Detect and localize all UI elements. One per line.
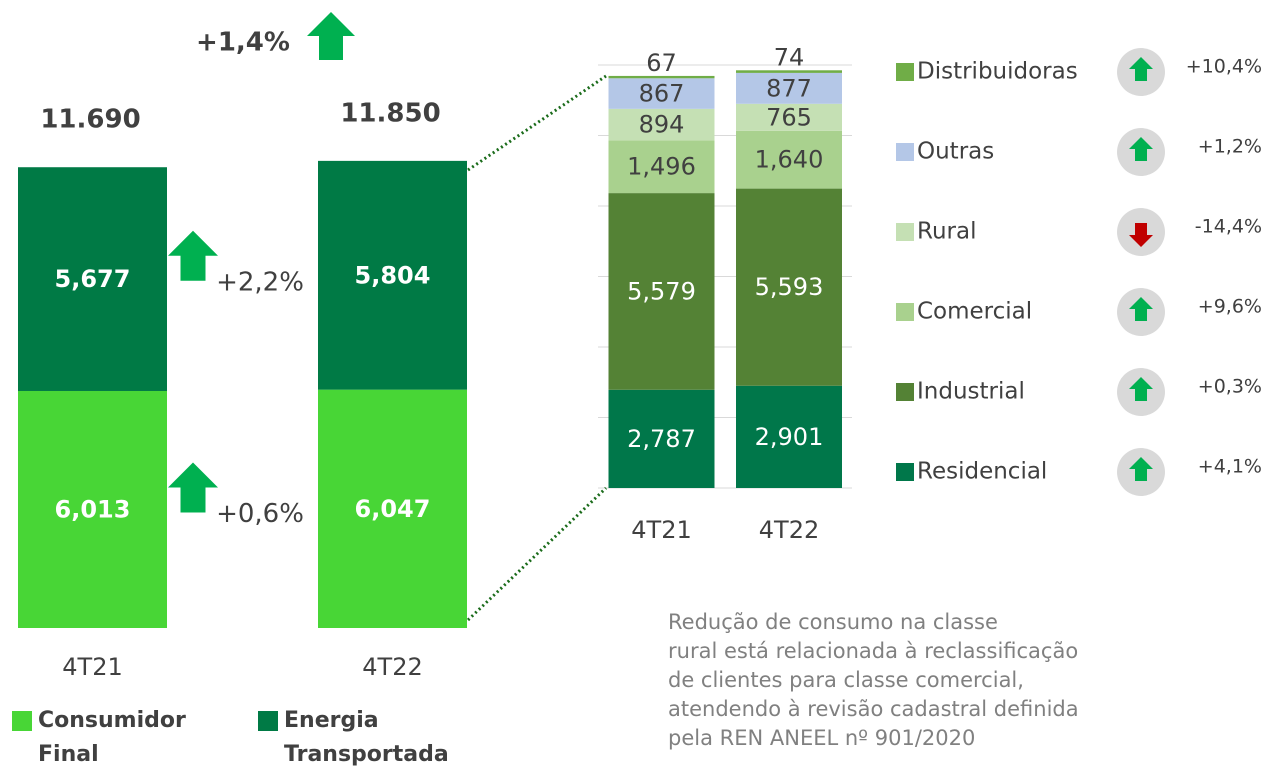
- legend-item: Energia Transportada: [258, 704, 484, 772]
- note-line: de clientes para classe comercial,: [668, 668, 1024, 692]
- total-label: 11.690: [40, 105, 140, 135]
- legend-swatch: [258, 711, 278, 731]
- legend-label: Industrial: [917, 379, 1025, 405]
- legend-swatch: [896, 143, 914, 161]
- bar-segment: [736, 130, 842, 189]
- value-label: 5,593: [755, 273, 824, 301]
- trend-arrow: [1129, 137, 1153, 161]
- legend-label: Distribuidoras: [917, 59, 1078, 85]
- bar-segment: [608, 78, 715, 109]
- change-label: -14,4%: [1195, 216, 1262, 238]
- value-label: 5,677: [55, 265, 131, 293]
- legend-label: Energia Transportada: [284, 708, 449, 767]
- change-label: +9,6%: [1198, 296, 1262, 318]
- bar-segment: [608, 193, 715, 390]
- bar-segment: [736, 188, 842, 386]
- change-label: +2,2%: [216, 267, 304, 297]
- change-label: +0,3%: [1198, 376, 1262, 398]
- x-tick-label: 4T21: [62, 653, 122, 681]
- value-label: 6,013: [55, 495, 131, 523]
- bar-segment: [608, 75, 715, 79]
- bar-segment: [736, 385, 842, 488]
- note-line: pela REN ANEEL nº 901/2020: [668, 726, 976, 750]
- note-line: Redução de consumo na classe: [668, 610, 998, 634]
- change-label: +0,6%: [216, 499, 304, 529]
- legend-swatch: [896, 223, 914, 241]
- value-label: 1,640: [755, 146, 824, 174]
- value-label: 74: [774, 43, 805, 71]
- value-label: 877: [766, 74, 812, 102]
- legend-label: Consumidor Final: [38, 708, 186, 767]
- bar-segment: [18, 390, 167, 628]
- connector: [467, 74, 607, 172]
- trend-arrow: [168, 462, 218, 513]
- legend-item: Consumidor Final: [12, 704, 208, 772]
- legend-swatch: [896, 383, 914, 401]
- bar-segment: [318, 160, 467, 390]
- legend-label: Residencial: [917, 459, 1047, 485]
- legend-swatch: [896, 63, 914, 81]
- total-label: 11.850: [340, 98, 440, 128]
- bar-segment: [318, 389, 467, 628]
- trend-arrow: [1129, 223, 1153, 247]
- value-label: 894: [639, 111, 685, 139]
- trend-arrow: [1129, 297, 1153, 321]
- value-label: 5,579: [627, 277, 696, 305]
- note-line: atendendo à revisão cadastral definida: [668, 697, 1079, 721]
- legend-label: Rural: [917, 219, 976, 245]
- connector: [466, 486, 608, 622]
- note: Redução de consumo na classe rural está r…: [668, 608, 1079, 753]
- change-label: +10,4%: [1186, 56, 1262, 78]
- trend-arrow: [307, 12, 355, 60]
- bar-segment: [736, 70, 842, 73]
- legend-swatch: [12, 711, 32, 731]
- value-label: 67: [646, 49, 677, 77]
- bar-segment: [736, 72, 842, 104]
- trend-arrow: [1129, 457, 1153, 481]
- change-label: +1,2%: [1198, 136, 1262, 158]
- legend-swatch: [896, 463, 914, 481]
- x-tick-label: 4T22: [362, 653, 422, 681]
- bar-segment: [608, 140, 715, 194]
- trend-arrow: [168, 230, 218, 281]
- bar-segment: [608, 108, 715, 141]
- bar-segment: [736, 103, 842, 131]
- value-label: 5,804: [355, 261, 431, 289]
- bar-segment: [18, 167, 167, 391]
- legend-swatch: [896, 303, 914, 321]
- change-label: +4,1%: [1198, 456, 1262, 478]
- value-label: 6,047: [355, 495, 431, 523]
- note-line: rural está relacionada à reclassificação: [668, 639, 1079, 663]
- value-label: 2,787: [627, 425, 696, 453]
- legend-label: Outras: [917, 139, 994, 165]
- value-label: 1,496: [627, 153, 696, 181]
- value-label: 765: [766, 103, 812, 131]
- trend-arrow: [1129, 57, 1153, 81]
- x-tick-label: 4T22: [759, 516, 819, 544]
- x-tick-label: 4T21: [631, 516, 691, 544]
- trend-arrow: [1129, 377, 1153, 401]
- bar-segment: [608, 389, 715, 488]
- value-label: 867: [639, 80, 685, 108]
- value-label: 2,901: [755, 423, 824, 451]
- legend-label: Comercial: [917, 299, 1032, 325]
- total-change-label: +1,4%: [196, 28, 290, 58]
